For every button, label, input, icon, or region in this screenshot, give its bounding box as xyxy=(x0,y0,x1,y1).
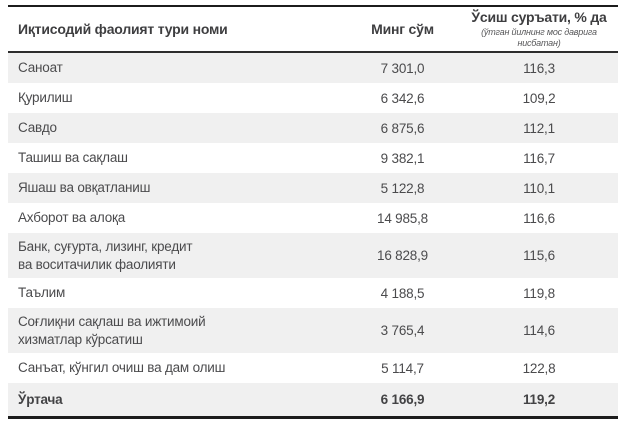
row-amount: 6 875,6 xyxy=(380,120,425,136)
table-row: Ташиш ва сақлаш 9 382,1 116,7 xyxy=(8,143,618,173)
table-row: Яшаш ва овқатланиш 5 122,8 110,1 xyxy=(8,173,618,203)
table-row: Савдо 6 875,6 112,1 xyxy=(8,113,618,143)
row-activity-name: Қурилиш xyxy=(18,90,73,106)
table-row: Таълим 4 188,5 119,8 xyxy=(8,278,618,308)
row-activity-name: Яшаш ва овқатланиш xyxy=(18,180,151,196)
row-activity-name: Банк, суғурта, лизинг, кредит ва воситач… xyxy=(18,238,193,272)
row-activity-name: Ўртача xyxy=(18,391,63,407)
row-activity-name: Савдо xyxy=(18,120,57,136)
table-row: Санъат, кўнгил очиш ва дам олиш 5 114,7 … xyxy=(8,353,618,383)
col-header-growth-rate-note: (ўтган йилнинг мос даврига нисбатан) xyxy=(481,26,597,48)
col-header-growth-rate: Ўсиш суръати, % да (ўтган йилнинг мос да… xyxy=(460,8,618,49)
row-growth-rate: 110,1 xyxy=(523,180,555,196)
row-growth-rate: 122,8 xyxy=(522,360,556,376)
row-amount: 6 342,6 xyxy=(380,90,425,106)
row-growth-rate: 114,6 xyxy=(523,323,555,338)
row-activity-name: Соғлиқни сақлаш ва ижтимоий хизматлар кў… xyxy=(18,313,206,347)
row-amount: 3 765,4 xyxy=(380,323,425,338)
row-amount: 16 828,9 xyxy=(377,248,428,263)
row-growth-rate: 115,6 xyxy=(523,248,555,263)
row-activity-name: Санъат, кўнгил очиш ва дам олиш xyxy=(18,360,226,376)
table-row: Қурилиш 6 342,6 109,2 xyxy=(8,83,618,113)
row-growth-rate: 116,7 xyxy=(523,150,555,166)
row-activity-name: Таълим xyxy=(18,285,66,301)
table-header: Иқтисодий фаолият тури номи Минг сўм Ўси… xyxy=(8,7,618,53)
table-row: Саноат 7 301,0 116,3 xyxy=(8,53,618,83)
row-growth-rate: 116,6 xyxy=(523,210,555,226)
row-growth-rate: 119,2 xyxy=(522,392,556,407)
row-activity-name: Ташиш ва сақлаш xyxy=(18,150,128,166)
row-amount: 5 114,7 xyxy=(381,360,424,376)
row-amount: 9 382,1 xyxy=(380,150,425,166)
row-activity-name: Ахборот ва алоқа xyxy=(18,210,126,226)
col-header-growth-rate-title: Ўсиш суръати, % да xyxy=(471,8,607,25)
table-row: Ахборот ва алоқа 14 985,8 116,6 xyxy=(8,203,618,233)
row-amount: 7 301,0 xyxy=(380,60,425,76)
col-header-activity-name: Иқтисодий фаолият тури номи xyxy=(18,20,228,37)
table-total-row: Ўртача 6 166,9 119,2 xyxy=(8,383,618,416)
row-amount: 6 166,9 xyxy=(380,392,425,407)
row-amount: 4 188,5 xyxy=(380,285,425,301)
table-row: Соғлиқни сақлаш ва ижтимоий хизматлар кў… xyxy=(8,308,618,353)
col-header-amount: Минг сўм xyxy=(371,21,434,37)
row-growth-rate: 112,1 xyxy=(523,120,555,136)
row-amount: 5 122,8 xyxy=(380,180,425,196)
row-amount: 14 985,8 xyxy=(377,210,428,226)
row-growth-rate: 116,3 xyxy=(523,60,555,76)
row-growth-rate: 109,2 xyxy=(522,90,556,106)
economic-activity-table: Иқтисодий фаолият тури номи Минг сўм Ўси… xyxy=(8,5,618,419)
table-row: Банк, суғурта, лизинг, кредит ва воситач… xyxy=(8,233,618,278)
row-activity-name: Саноат xyxy=(18,60,63,76)
row-growth-rate: 119,8 xyxy=(523,285,555,301)
